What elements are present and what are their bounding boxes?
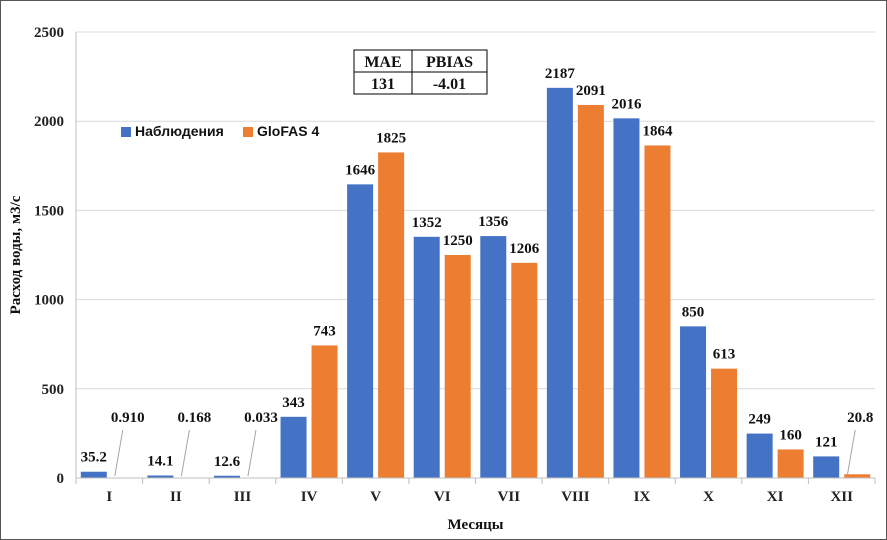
bar-observed [147,475,174,478]
leader-line-glofas [846,429,856,477]
x-axis: I II III IV V VI VII VIII IX X XI XII [75,477,876,505]
bar-observed [347,184,374,478]
x-tick-label: X [703,489,714,505]
x-axis-title: Месяцы [448,517,504,533]
y-tick-label: 0 [57,471,65,487]
metrics-header-mae: MAE [364,54,401,71]
legend-label-glofas: GloFAS 4 [257,123,319,139]
bar-glofas [711,368,738,478]
data-label-glofas: 160 [779,427,802,443]
data-label-glofas: 1864 [642,123,673,139]
x-tick-label: VI [434,489,451,505]
bar-glofas [844,474,871,478]
data-label-observed: 12.6 [214,454,241,470]
legend-swatch-observed [121,127,131,137]
bar-glofas [511,262,538,478]
bar-observed [480,236,507,478]
data-label-observed: 850 [682,304,705,320]
y-tick-label: 500 [42,382,65,398]
bar-observed [546,87,573,478]
data-label-observed: 35.2 [81,450,107,466]
data-label-observed: 121 [815,434,838,450]
y-tick-label: 2000 [34,114,64,130]
metrics-value-mae: 131 [371,76,395,93]
data-label-observed: 2187 [545,66,576,82]
data-label-glofas: 1825 [376,130,406,146]
data-label-glofas: 0.168 [178,410,212,426]
leader-line-glofas [247,429,257,477]
x-tick-label: V [370,489,381,505]
metrics-header-pbias: PBIAS [426,54,473,71]
data-label-observed: 1646 [345,162,376,178]
bars [80,87,871,479]
bar-observed [746,433,773,478]
legend-swatch-glofas [243,127,253,137]
y-tick-label: 1000 [34,293,64,309]
gridlines [76,31,875,390]
data-label-glofas: 0.910 [111,410,145,426]
data-label-observed: 1352 [412,215,442,231]
x-tick-label: IV [301,489,318,505]
x-tick-label: XI [767,489,784,505]
bar-glofas [311,345,338,478]
x-tick-label: IX [634,489,651,505]
bar-observed [680,326,707,478]
y-axis: 0 500 1000 1500 2000 2500 [34,25,77,487]
bar-observed [280,416,307,478]
data-label-glofas: 613 [713,347,736,363]
data-label-glofas: 1206 [509,241,540,257]
data-label-glofas: 2091 [576,83,606,99]
bar-observed [813,456,840,478]
x-tick-label: I [106,489,112,505]
legend-label-observed: Наблюдения [135,123,224,139]
metrics-table: MAE PBIAS 131 -4.01 [353,49,488,95]
y-tick-label: 2500 [34,25,64,41]
x-tick-label: III [234,489,252,505]
leader-lines [114,429,856,477]
leader-line-glofas [180,429,190,477]
data-label-glofas: 0.033 [244,410,278,426]
data-label-observed: 1356 [478,214,509,230]
data-label-observed: 249 [748,412,771,428]
bar-glofas [378,152,405,479]
bar-observed [213,475,240,478]
data-label-observed: 14.1 [147,453,173,469]
x-tick-label: VIII [561,489,590,505]
data-label-observed: 343 [282,395,305,411]
y-tick-label: 1500 [34,203,64,219]
y-axis-title: Расход воды, м3/с [8,195,24,314]
bar-observed [80,471,107,478]
bar-observed [613,118,640,479]
bar-glofas [577,104,604,478]
bar-glofas [777,449,804,478]
data-label-glofas: 743 [313,323,336,339]
bar-glofas [444,255,471,478]
x-tick-label: VII [498,489,521,505]
bar-observed [413,236,440,478]
legend: Наблюдения GloFAS 4 [121,123,319,139]
metrics-value-pbias: -4.01 [433,76,466,93]
bar-glofas [644,145,671,478]
leader-line-glofas [114,429,124,477]
x-tick-label: XII [830,489,853,505]
data-label-glofas: 1250 [443,233,473,249]
data-label-observed: 2016 [611,96,642,112]
data-label-glofas: 20.8 [847,410,873,426]
x-tick-label: II [170,489,182,505]
